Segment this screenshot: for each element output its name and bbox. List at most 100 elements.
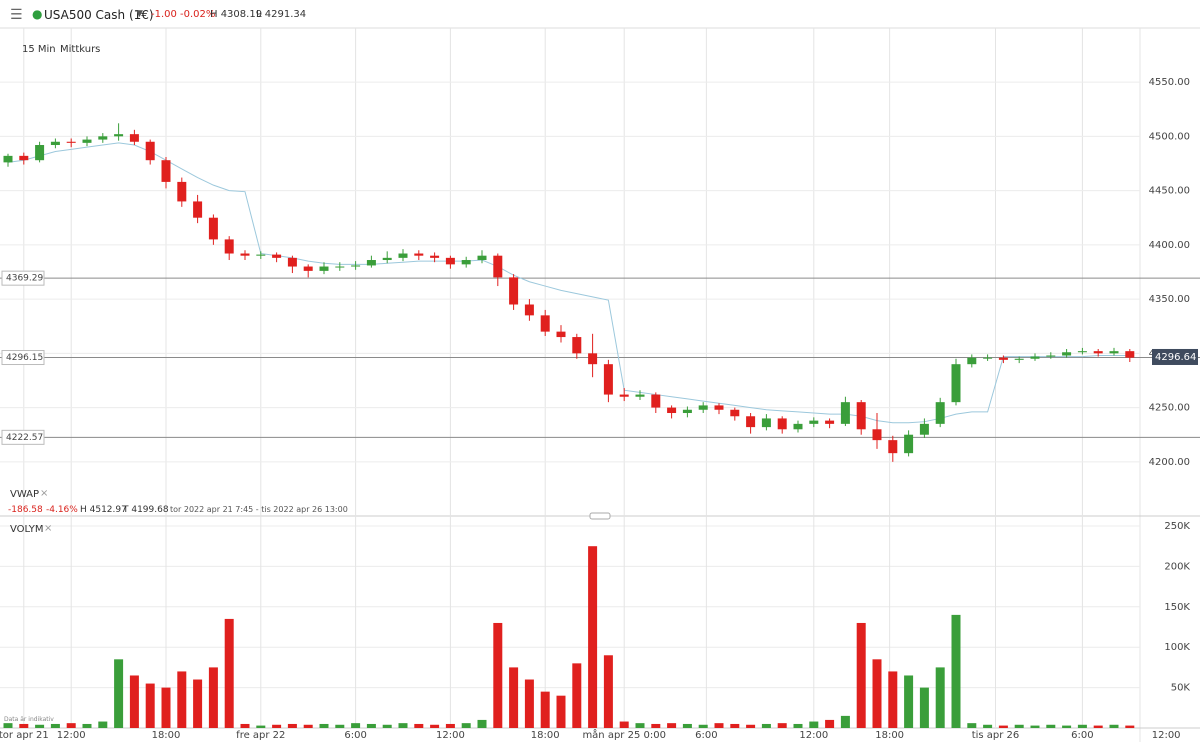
level-label: 4222.57: [6, 433, 43, 443]
candle-body: [967, 357, 977, 365]
candle-body: [129, 134, 139, 142]
level-label: 4369.29: [6, 274, 43, 284]
volume-bar: [856, 622, 866, 728]
vwap-change: -186.58: [8, 505, 43, 515]
candle-body: [904, 434, 914, 454]
volume-bar: [145, 683, 155, 728]
x-tick-label: mån apr 25 0:00: [582, 728, 666, 741]
volume-bar: [1093, 725, 1103, 728]
change-pct: -0.02%: [180, 9, 216, 20]
candle-body: [303, 266, 313, 271]
candle-body: [3, 155, 13, 163]
close-icon[interactable]: ×: [40, 488, 49, 499]
candle-body: [98, 136, 108, 140]
last-price-label: 4296.64: [1155, 352, 1196, 363]
candle-body: [761, 418, 771, 428]
volume-bar: [1125, 725, 1135, 728]
candle-body: [287, 257, 297, 267]
instrument-name[interactable]: USA500 Cash (1€): [44, 8, 154, 22]
level-label-box: [1, 270, 45, 286]
volume-bar: [35, 724, 45, 728]
candle-body: [793, 423, 803, 430]
x-tick-label: 12:00: [799, 730, 828, 741]
candle-body: [682, 409, 692, 414]
candle-body: [619, 394, 629, 397]
volume-bar: [603, 655, 613, 728]
volume-bar: [919, 687, 929, 728]
candle-body: [825, 420, 835, 424]
dropdown-caret[interactable]: ▼: [136, 9, 143, 19]
close-icon[interactable]: ×: [44, 523, 53, 534]
interval[interactable]: 15 Min: [22, 44, 56, 55]
x-tick-label: 6:00: [1071, 730, 1093, 741]
candle-body: [240, 253, 250, 256]
level-label-box: [1, 350, 45, 366]
candle-body: [919, 423, 929, 435]
candle-body: [35, 145, 45, 161]
vwap-change-pct: -4.16%: [46, 505, 78, 515]
candle-body: [50, 141, 60, 146]
volume-bar: [82, 723, 92, 728]
candle-body: [193, 201, 203, 218]
y-tick-label: 4400.00: [1149, 240, 1190, 251]
volume-bar: [382, 724, 392, 728]
y-tick-label: 50K: [1171, 683, 1191, 694]
y-tick-label: 4350.00: [1149, 294, 1190, 305]
volume-bar: [682, 723, 692, 728]
candle-body: [635, 394, 645, 397]
candle-body: [730, 409, 740, 417]
menu-icon[interactable]: ☰: [10, 7, 23, 23]
price-type[interactable]: Mittkurs: [60, 44, 101, 55]
vwap-high: H 4512.97: [80, 505, 127, 515]
candle-body: [651, 394, 661, 408]
y-tick-label: 4550.00: [1149, 77, 1190, 88]
volume-bar: [208, 667, 218, 728]
candle-body: [477, 255, 487, 261]
candle-body: [1125, 351, 1135, 358]
volume-bar: [840, 715, 850, 728]
candle-body: [714, 405, 724, 410]
volume-bar: [935, 667, 945, 728]
candle-body: [319, 266, 329, 271]
candle-body: [698, 405, 708, 410]
x-tick-label: 18:00: [531, 730, 560, 741]
candle-body: [777, 418, 787, 430]
volume-bar: [998, 725, 1008, 728]
volume-bar: [98, 721, 108, 728]
volume-bar: [809, 721, 819, 728]
candle-body: [1030, 356, 1040, 359]
last-price-box: [1152, 348, 1198, 365]
y-tick-label: 4200.00: [1149, 457, 1190, 468]
volume-bar: [414, 723, 424, 728]
volume-bar: [588, 546, 598, 728]
candle-body: [840, 402, 850, 424]
candle-body: [1109, 351, 1119, 354]
volume-bar: [698, 724, 708, 728]
low: L 4291.34: [256, 9, 307, 20]
volume-bar: [509, 667, 519, 728]
candle-body: [1062, 352, 1072, 356]
x-tick-label: 6:00: [344, 730, 366, 741]
volume-bar: [761, 723, 771, 728]
volume-bar: [1062, 725, 1072, 728]
candle-body: [161, 160, 171, 182]
volume-bar: [177, 671, 187, 728]
candle-body: [603, 364, 613, 395]
y-tick-label: 100K: [1164, 642, 1190, 653]
volume-bar: [730, 723, 740, 728]
volume-bar: [667, 723, 677, 728]
candle-body: [872, 429, 882, 441]
level-label-box: [1, 429, 45, 445]
panel-handle[interactable]: [589, 512, 611, 520]
volume-bar: [335, 724, 345, 728]
status-dot: ●: [32, 7, 43, 21]
volume-bar: [129, 675, 139, 728]
candle-body: [114, 134, 124, 137]
vwap-low: T 4199.68: [123, 505, 169, 515]
candle-body: [335, 266, 345, 268]
volume-bar: [3, 723, 13, 728]
volume-bar: [777, 723, 787, 728]
volume-bar: [524, 679, 534, 728]
volume-bar: [1014, 724, 1024, 728]
volume-bar: [556, 695, 566, 728]
